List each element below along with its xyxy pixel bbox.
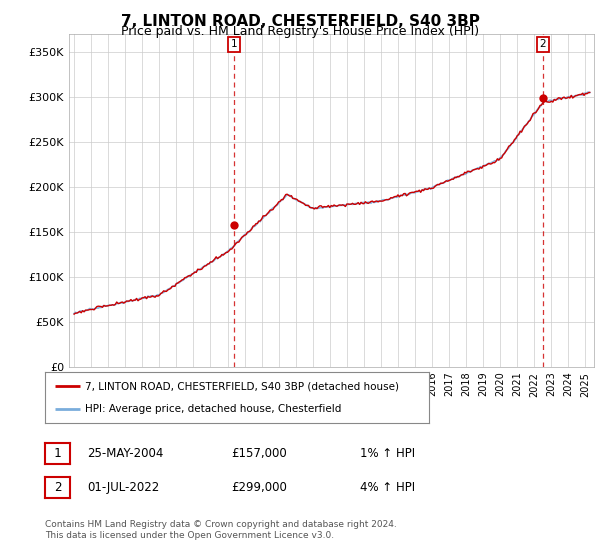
Text: £299,000: £299,000: [231, 480, 287, 494]
Text: 2: 2: [54, 480, 61, 494]
Text: 7, LINTON ROAD, CHESTERFIELD, S40 3BP: 7, LINTON ROAD, CHESTERFIELD, S40 3BP: [121, 14, 479, 29]
Text: 1: 1: [231, 39, 238, 49]
Text: 4% ↑ HPI: 4% ↑ HPI: [360, 480, 415, 494]
Text: 2: 2: [539, 39, 546, 49]
Text: HPI: Average price, detached house, Chesterfield: HPI: Average price, detached house, Ches…: [85, 404, 341, 414]
Text: Price paid vs. HM Land Registry's House Price Index (HPI): Price paid vs. HM Land Registry's House …: [121, 25, 479, 38]
Text: 25-MAY-2004: 25-MAY-2004: [87, 447, 163, 460]
Text: 1: 1: [54, 447, 61, 460]
Text: 7, LINTON ROAD, CHESTERFIELD, S40 3BP (detached house): 7, LINTON ROAD, CHESTERFIELD, S40 3BP (d…: [85, 381, 400, 391]
Text: 01-JUL-2022: 01-JUL-2022: [87, 480, 159, 494]
Text: £157,000: £157,000: [231, 447, 287, 460]
Text: 1% ↑ HPI: 1% ↑ HPI: [360, 447, 415, 460]
Text: Contains HM Land Registry data © Crown copyright and database right 2024.
This d: Contains HM Land Registry data © Crown c…: [45, 520, 397, 540]
